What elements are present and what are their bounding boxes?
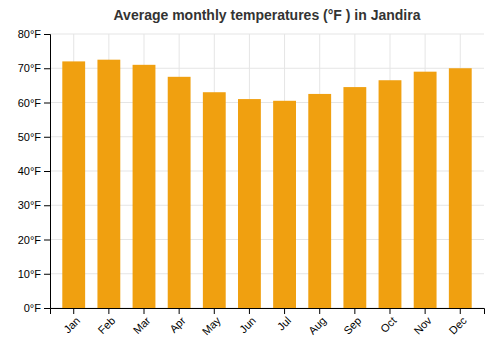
x-tick: Jun bbox=[237, 308, 258, 335]
x-tick-label: May bbox=[200, 314, 224, 338]
y-axis: 0°F 10°F 20°F 30°F 40°F 50°F 60°F 70°F 80°F bbox=[18, 28, 51, 314]
y-tick-label: 10°F bbox=[18, 268, 42, 280]
x-tick: Apr bbox=[167, 308, 188, 335]
x-tick-mark bbox=[214, 308, 215, 314]
y-grid-line bbox=[50, 34, 484, 35]
y-tick: 70°F bbox=[18, 62, 50, 74]
y-tick: 50°F bbox=[18, 131, 50, 143]
x-tick-label: Jan bbox=[61, 314, 82, 335]
x-tick-label: Sep bbox=[341, 314, 363, 336]
x-tick-mark bbox=[354, 308, 355, 314]
y-tick: 30°F bbox=[18, 199, 50, 211]
x-tick: Jan bbox=[61, 308, 82, 335]
x-tick-label: Jun bbox=[237, 314, 258, 335]
x-tick: Feb bbox=[96, 308, 118, 336]
y-tick-label: 50°F bbox=[18, 131, 42, 143]
bar bbox=[308, 94, 331, 308]
bar bbox=[133, 65, 156, 308]
y-tick-label: 20°F bbox=[18, 234, 42, 246]
x-tick-label: Oct bbox=[378, 314, 399, 335]
x-tick-mark bbox=[144, 308, 145, 314]
y-tick-mark bbox=[44, 274, 50, 275]
y-tick-label: 30°F bbox=[18, 199, 42, 211]
bar bbox=[97, 60, 120, 308]
y-tick-label: 80°F bbox=[18, 28, 42, 40]
chart-svg: Jan Feb Mar Apr May Jun Jul Aug Sep Oct Nov Dec 0°F 1… bbox=[0, 0, 500, 350]
bar bbox=[62, 61, 85, 308]
x-tick-mark bbox=[425, 308, 426, 314]
y-tick-mark bbox=[44, 137, 50, 138]
bar bbox=[343, 87, 366, 308]
x-tick: Jul bbox=[275, 308, 293, 333]
y-tick-label: 60°F bbox=[18, 97, 42, 109]
x-tick: Aug bbox=[306, 308, 328, 337]
x-tick: Mar bbox=[131, 308, 153, 336]
x-axis-line bbox=[51, 309, 485, 315]
y-tick-mark bbox=[44, 240, 50, 241]
x-axis: Jan Feb Mar Apr May Jun Jul Aug Sep Oct Nov Dec bbox=[51, 308, 485, 337]
x-tick-label: Nov bbox=[411, 314, 434, 337]
x-tick-label: Apr bbox=[167, 314, 188, 335]
y-tick-mark bbox=[44, 171, 50, 172]
y-tick-label: 40°F bbox=[18, 165, 42, 177]
x-tick: Dec bbox=[447, 308, 470, 337]
bar bbox=[414, 72, 437, 308]
x-tick: Nov bbox=[411, 308, 434, 337]
y-tick-mark bbox=[44, 68, 50, 69]
bar bbox=[449, 68, 472, 308]
y-tick: 10°F bbox=[18, 268, 50, 280]
x-tick-mark bbox=[460, 308, 461, 314]
y-tick-mark bbox=[44, 308, 50, 309]
x-tick-mark bbox=[319, 308, 320, 314]
y-tick-label: 0°F bbox=[24, 302, 42, 314]
x-tick-mark bbox=[179, 308, 180, 314]
bar bbox=[238, 99, 261, 308]
y-tick: 20°F bbox=[18, 234, 50, 246]
x-tick-label: Mar bbox=[131, 314, 153, 336]
y-tick-mark bbox=[44, 103, 50, 104]
x-tick-label: Feb bbox=[96, 314, 118, 336]
bar bbox=[379, 80, 402, 308]
x-tick-label: Dec bbox=[447, 314, 470, 337]
x-tick: Oct bbox=[378, 308, 399, 335]
x-tick-label: Aug bbox=[306, 314, 328, 336]
x-tick: May bbox=[200, 308, 224, 337]
bar bbox=[203, 92, 226, 308]
x-tick-label: Jul bbox=[275, 314, 293, 332]
grid bbox=[50, 34, 484, 308]
x-tick: Sep bbox=[341, 308, 363, 337]
x-tick-mark bbox=[108, 308, 109, 314]
x-tick-mark bbox=[284, 308, 285, 314]
y-tick-label: 70°F bbox=[18, 62, 42, 74]
y-tick-mark bbox=[44, 205, 50, 206]
y-tick: 0°F bbox=[24, 302, 50, 314]
plot-area: Jan Feb Mar Apr May Jun Jul Aug Sep Oct Nov Dec 0°F 1… bbox=[18, 28, 485, 337]
x-tick-mark bbox=[73, 308, 74, 314]
bar bbox=[168, 77, 191, 308]
y-tick-mark bbox=[44, 34, 50, 35]
y-tick: 60°F bbox=[18, 97, 50, 109]
chart-title: Average monthly temperatures (°F ) in Ja… bbox=[114, 7, 421, 23]
x-tick-mark bbox=[249, 308, 250, 314]
bars bbox=[62, 60, 471, 308]
x-tick-mark bbox=[389, 308, 390, 314]
y-tick: 40°F bbox=[18, 165, 50, 177]
y-tick: 80°F bbox=[18, 28, 50, 40]
bar bbox=[273, 101, 296, 308]
y-axis-line bbox=[44, 35, 51, 309]
